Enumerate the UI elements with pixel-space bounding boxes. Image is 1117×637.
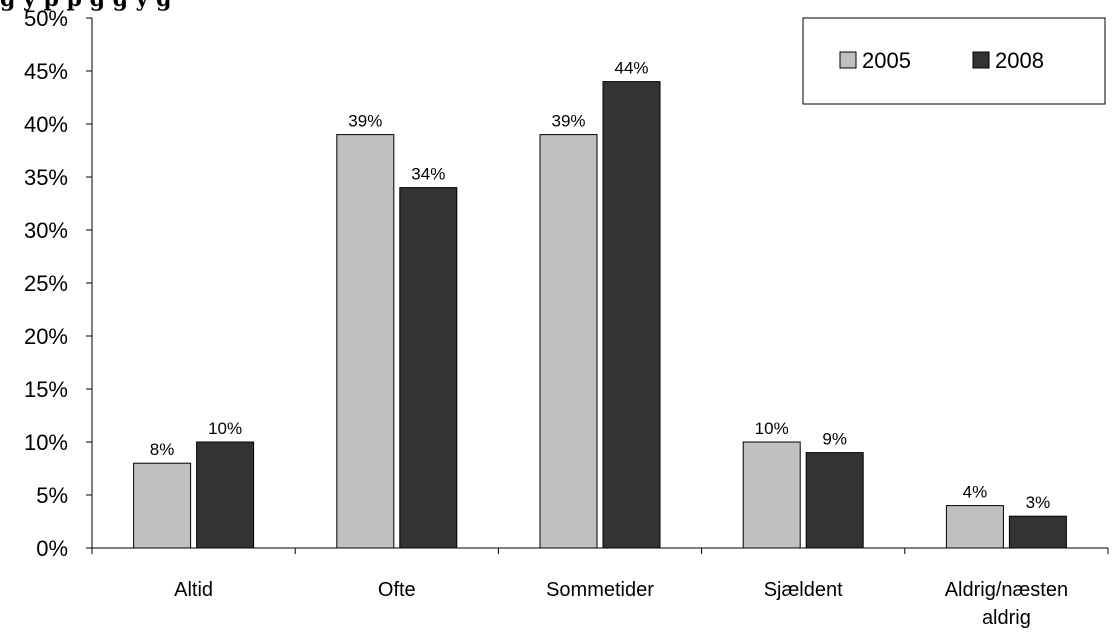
data-label: 39% <box>348 112 382 131</box>
bar-2005 <box>133 462 192 549</box>
x-tick-label: Aldrig/næsten <box>945 579 1068 601</box>
data-label: 34% <box>411 165 445 184</box>
y-tick-label: 10% <box>24 430 68 455</box>
x-tick-label: Ofte <box>378 579 416 601</box>
data-labels: 8% 10% 39% 34% 39% 44% 10% 9% 4% 3% <box>150 59 1050 513</box>
bar-2005 <box>539 134 598 549</box>
y-tick-label: 25% <box>24 271 68 296</box>
bar-2005 <box>742 441 801 549</box>
data-label: 8% <box>150 440 175 459</box>
data-label: 4% <box>963 483 988 502</box>
axes: 0% 5% 10% 15% 20% 25% 30% 35% 40% 45% 50% Altid Ofte… <box>24 6 1109 629</box>
y-tick-label: 20% <box>24 324 68 349</box>
y-tick-label: 5% <box>36 483 68 508</box>
bar-2005 <box>945 505 1004 549</box>
data-label: 39% <box>551 112 585 131</box>
data-label: 10% <box>755 419 789 438</box>
legend-swatch-2005 <box>839 51 857 69</box>
x-tick-label: aldrig <box>982 607 1031 629</box>
y-tick-label: 45% <box>24 59 68 84</box>
y-tick-label: 0% <box>36 536 68 561</box>
data-label: 10% <box>208 419 242 438</box>
legend-label: 2008 <box>995 48 1044 73</box>
y-tick-label: 35% <box>24 165 68 190</box>
legend-swatch-2008 <box>972 51 990 69</box>
bar-2008 <box>196 441 255 549</box>
y-tick-label: 50% <box>24 6 68 31</box>
data-label: 3% <box>1026 493 1051 512</box>
y-tick-label: 30% <box>24 218 68 243</box>
y-tick-label: 15% <box>24 377 68 402</box>
legend-label: 2005 <box>862 48 911 73</box>
y-tick-label: 40% <box>24 112 68 137</box>
legend: 2005 2008 <box>802 17 1106 105</box>
x-tick-label: Altid <box>174 579 213 601</box>
bar-2008 <box>805 452 864 549</box>
bar-2008 <box>399 187 458 549</box>
bar-2008 <box>1008 515 1067 549</box>
bar-2008 <box>602 81 661 549</box>
bars <box>133 81 1067 549</box>
data-label: 44% <box>614 59 648 78</box>
data-label: 9% <box>822 430 847 449</box>
chart-title: g y p p g g y g <box>0 0 171 12</box>
x-tick-label: Sommetider <box>546 579 654 601</box>
x-tick-label: Sjældent <box>764 579 843 601</box>
bar-2005 <box>336 134 395 549</box>
